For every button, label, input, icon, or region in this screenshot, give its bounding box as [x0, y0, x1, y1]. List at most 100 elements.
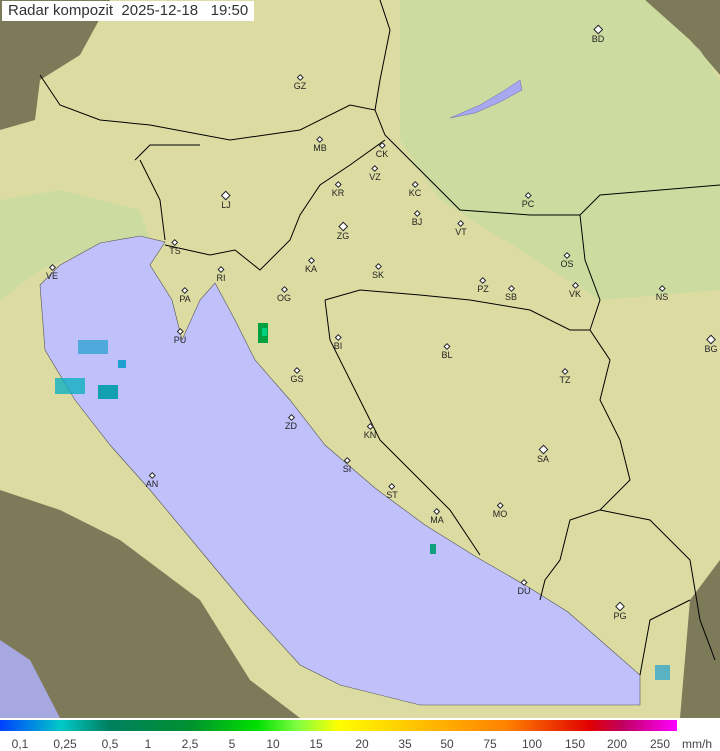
diamond-icon	[615, 601, 625, 612]
city-label: AN	[145, 479, 159, 489]
city-marker-bg: BG	[704, 334, 718, 354]
legend-tick: 1	[144, 737, 152, 751]
diamond-icon	[524, 191, 532, 200]
city-label: BI	[333, 341, 343, 351]
city-label: NS	[655, 292, 669, 302]
city-marker-ck: CK	[376, 141, 388, 159]
city-marker-bj: BJ	[411, 209, 423, 227]
legend-tick: 200	[606, 737, 628, 751]
legend-tick: 15	[309, 737, 323, 751]
city-marker-zg: ZG	[337, 221, 349, 241]
city-marker-tz: TZ	[559, 367, 571, 385]
city-label: SB	[504, 292, 518, 302]
diamond-icon	[413, 209, 421, 218]
diamond-icon	[571, 281, 579, 290]
legend-tick: 0,5	[101, 737, 119, 751]
city-marker-mo: MO	[492, 501, 508, 519]
legend-tick: 0,1	[11, 737, 29, 751]
city-marker-sa: SA	[537, 444, 549, 464]
diamond-icon	[316, 135, 324, 144]
diamond-icon	[561, 367, 569, 376]
city-marker-pa: PA	[179, 286, 191, 304]
city-label: KC	[408, 188, 422, 198]
city-marker-sk: SK	[371, 262, 385, 280]
city-label: PG	[613, 611, 627, 621]
city-marker-pu: PU	[173, 327, 187, 345]
diamond-icon	[593, 24, 603, 35]
diamond-icon	[457, 219, 465, 228]
diamond-icon	[658, 284, 666, 293]
land-green-italy	[0, 190, 150, 300]
title-label: Radar kompozit	[8, 2, 114, 19]
color-scale-bar	[0, 720, 677, 731]
city-label: GS	[290, 374, 304, 384]
radar-map[interactable]	[0, 0, 720, 718]
city-marker-pg: PG	[613, 601, 627, 621]
city-label: ST	[386, 490, 398, 500]
legend-tick: 0,25	[53, 737, 77, 751]
diamond-icon	[181, 286, 189, 295]
title-date: 2025-12-18	[121, 2, 199, 19]
city-marker-bd: BD	[592, 24, 604, 44]
city-label: SI	[342, 464, 352, 474]
diamond-icon	[296, 73, 304, 82]
diamond-icon	[217, 265, 225, 274]
city-label: RI	[216, 273, 226, 283]
city-marker-ri: RI	[216, 265, 226, 283]
diamond-icon	[176, 327, 184, 336]
city-label: MB	[313, 143, 327, 153]
city-marker-gs: GS	[290, 366, 304, 384]
city-marker-si: SI	[342, 456, 352, 474]
city-marker-an: AN	[145, 471, 159, 489]
legend-tick: 10	[266, 737, 280, 751]
diamond-icon	[374, 262, 382, 271]
diamond-icon	[338, 221, 348, 232]
city-marker-ve: VE	[45, 263, 59, 281]
city-label: SK	[371, 270, 385, 280]
diamond-icon	[366, 422, 374, 431]
diamond-icon	[496, 501, 504, 510]
city-marker-du: DU	[518, 578, 531, 596]
diamond-icon	[334, 180, 342, 189]
city-marker-vz: VZ	[369, 164, 381, 182]
city-label: PU	[173, 335, 187, 345]
legend-unit: mm/h	[682, 737, 712, 751]
city-label: BL	[441, 350, 453, 360]
city-label: VT	[455, 227, 467, 237]
city-marker-mb: MB	[313, 135, 327, 153]
country-borders	[39, 0, 720, 676]
city-marker-ts: TS	[169, 238, 181, 256]
city-label: ZD	[285, 421, 297, 431]
city-marker-pz: PZ	[477, 276, 489, 294]
legend-tick: 100	[521, 737, 543, 751]
city-marker-st: ST	[386, 482, 398, 500]
diamond-icon	[371, 164, 379, 173]
diamond-icon	[280, 285, 288, 294]
diamond-icon	[293, 366, 301, 375]
diamond-icon	[378, 141, 386, 150]
diamond-icon	[171, 238, 179, 247]
city-marker-pc: PC	[521, 191, 535, 209]
legend-tick: 2,5	[181, 737, 199, 751]
city-marker-kc: KC	[408, 180, 422, 198]
city-marker-lj: LJ	[221, 190, 231, 210]
precipitation-legend: 0,1 0,25 0,5 1 2,5 5 10 15 20 35 50 75 100 150 200 250 …	[0, 718, 720, 751]
city-label: PC	[521, 199, 535, 209]
city-label: OS	[560, 259, 574, 269]
diamond-icon	[563, 251, 571, 260]
legend-tick: 50	[440, 737, 454, 751]
city-label: MO	[492, 509, 508, 519]
diamond-icon	[520, 578, 528, 587]
diamond-icon	[507, 284, 515, 293]
city-label: TZ	[559, 375, 571, 385]
legend-tick: 5	[228, 737, 236, 751]
legend-tick: 35	[398, 737, 412, 751]
city-label: VE	[45, 271, 59, 281]
legend-tick: 150	[564, 737, 586, 751]
city-label: VZ	[369, 172, 381, 182]
city-label: PA	[179, 294, 191, 304]
city-label: BJ	[411, 217, 423, 227]
city-marker-gz: GZ	[294, 73, 306, 91]
legend-tick: 75	[483, 737, 497, 751]
